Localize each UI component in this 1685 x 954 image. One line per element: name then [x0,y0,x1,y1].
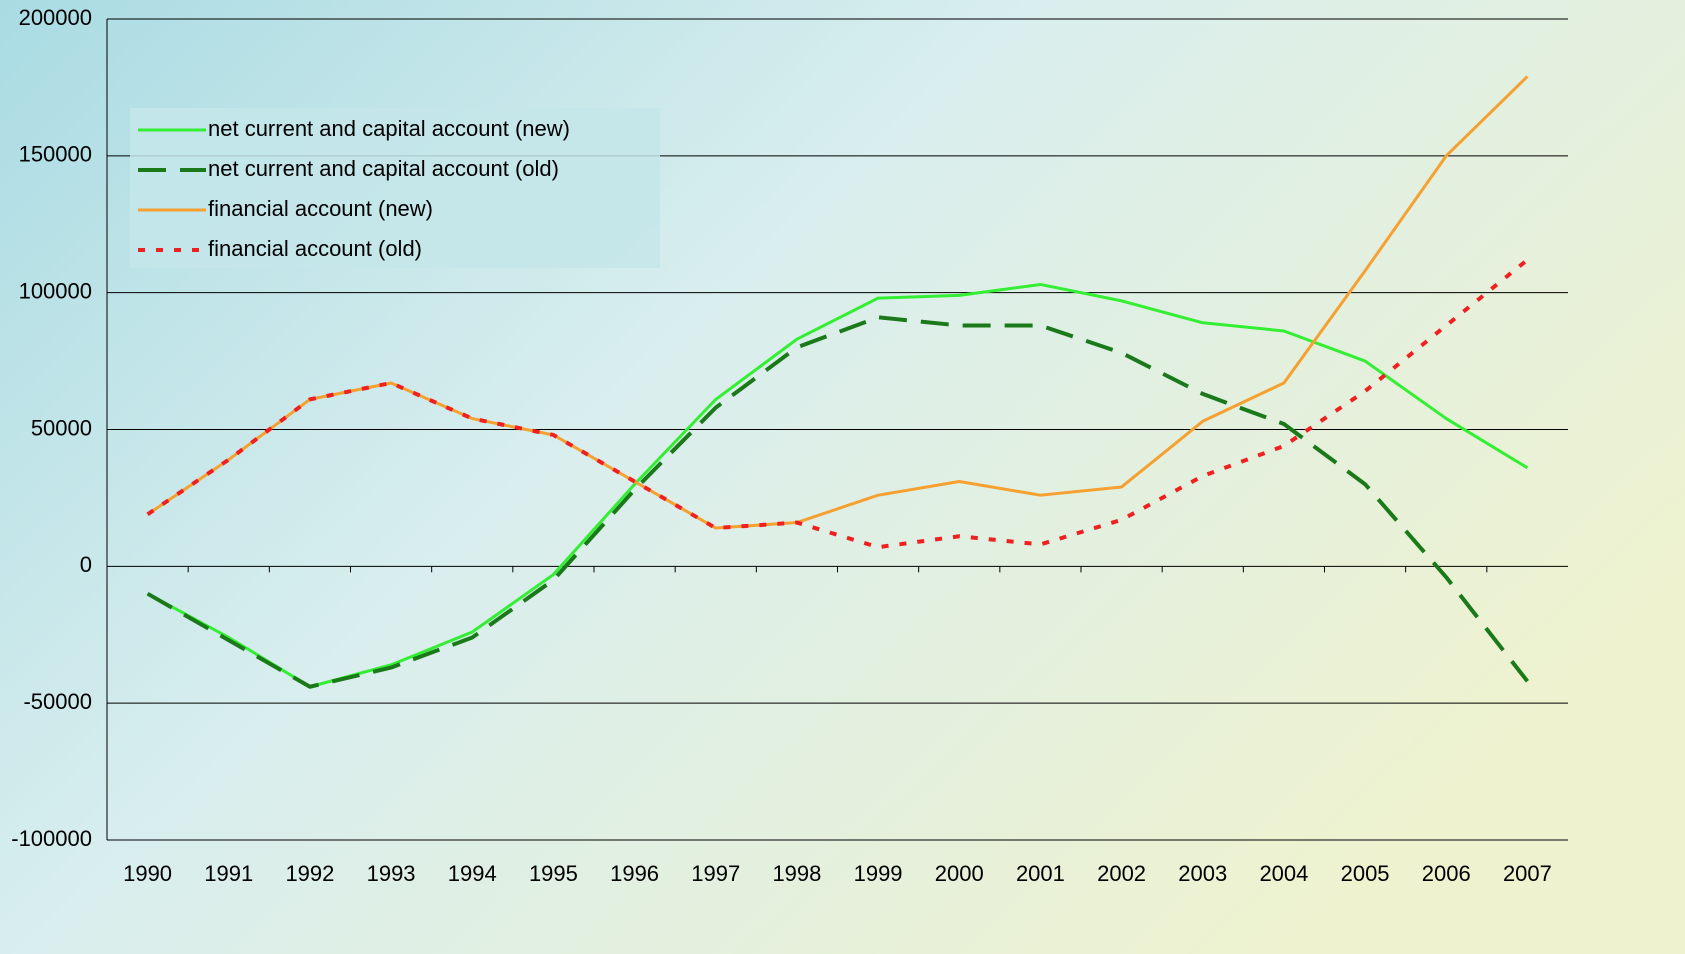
x-tick-label: 2001 [1016,861,1065,886]
y-tick-label: 100000 [19,278,92,303]
x-tick-label: 2004 [1259,861,1308,886]
legend-label: net current and capital account (new) [208,116,570,141]
x-tick-label: 2000 [935,861,984,886]
y-tick-label: 50000 [31,415,92,440]
x-tick-label: 1993 [367,861,416,886]
chart: -100000 -50000 0 50000 100000 150000 200000 199… [0,0,1685,954]
legend-label: financial account (new) [208,196,433,221]
y-tick-label: -100000 [11,826,92,851]
y-tick-label: 200000 [19,5,92,30]
x-tick-label: 2005 [1341,861,1390,886]
legend-label: net current and capital account (old) [208,156,559,181]
x-tick-label: 1991 [204,861,253,886]
x-tick-label: 1994 [448,861,497,886]
y-tick-label: -50000 [23,689,92,714]
x-tick-label: 1997 [691,861,740,886]
y-tick-label: 150000 [19,142,92,167]
x-tick-label: 2006 [1422,861,1471,886]
x-tick-label: 1992 [285,861,334,886]
x-tick-label: 1999 [854,861,903,886]
x-tick-label: 1990 [123,861,172,886]
x-tick-label: 1998 [772,861,821,886]
x-tick-label: 2003 [1178,861,1227,886]
x-tick-label: 1995 [529,861,578,886]
legend-label: financial account (old) [208,236,422,261]
x-tick-label: 1996 [610,861,659,886]
x-tick-label: 2002 [1097,861,1146,886]
x-tick-label: 2007 [1503,861,1552,886]
y-tick-label: 0 [80,552,92,577]
